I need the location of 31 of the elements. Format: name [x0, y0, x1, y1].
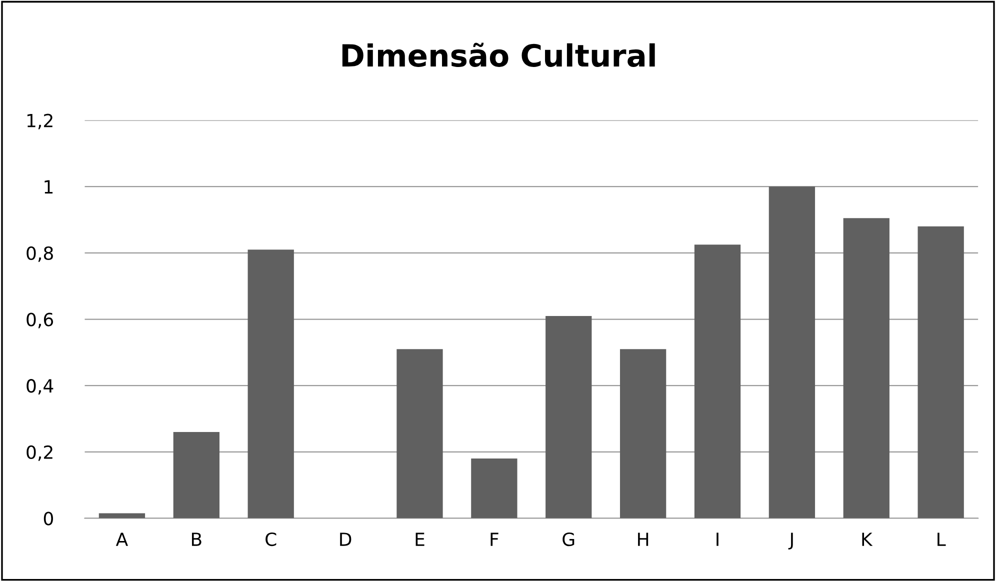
y-tick-label: 0,6: [26, 312, 54, 328]
chart-title: Dimensão Cultural: [342, 42, 655, 67]
y-tick-label: 0,2: [26, 445, 52, 461]
bar: [843, 218, 890, 518]
bar: [396, 349, 443, 518]
x-tick-label: F: [490, 532, 498, 546]
x-tick-label: K: [862, 532, 873, 546]
x-tick-label: D: [340, 532, 352, 546]
y-tick-label: 1: [44, 180, 53, 194]
bar: [248, 250, 294, 518]
bar: [173, 432, 220, 518]
bar: [471, 458, 518, 518]
x-tick-label: I: [716, 532, 718, 546]
x-tick-label: L: [938, 532, 946, 546]
bar: [546, 316, 592, 518]
bar: [98, 513, 146, 518]
bar: [918, 226, 964, 518]
x-tick-label: C: [266, 532, 276, 546]
y-tick-label: 0,4: [26, 379, 54, 395]
x-tick-label: J: [788, 532, 793, 550]
x-tick-label: B: [192, 532, 202, 546]
y-tick-label: 0,8: [26, 246, 53, 262]
x-tick-label: G: [562, 532, 574, 546]
bar: [694, 244, 741, 518]
x-tick-label: H: [638, 532, 648, 546]
x-tick-label: E: [416, 532, 424, 546]
y-tick-label: 0: [44, 512, 53, 526]
x-tick-label: A: [116, 532, 128, 546]
y-tick-label: 1,2: [27, 114, 52, 130]
bar: [620, 349, 666, 518]
bar: [768, 186, 816, 518]
